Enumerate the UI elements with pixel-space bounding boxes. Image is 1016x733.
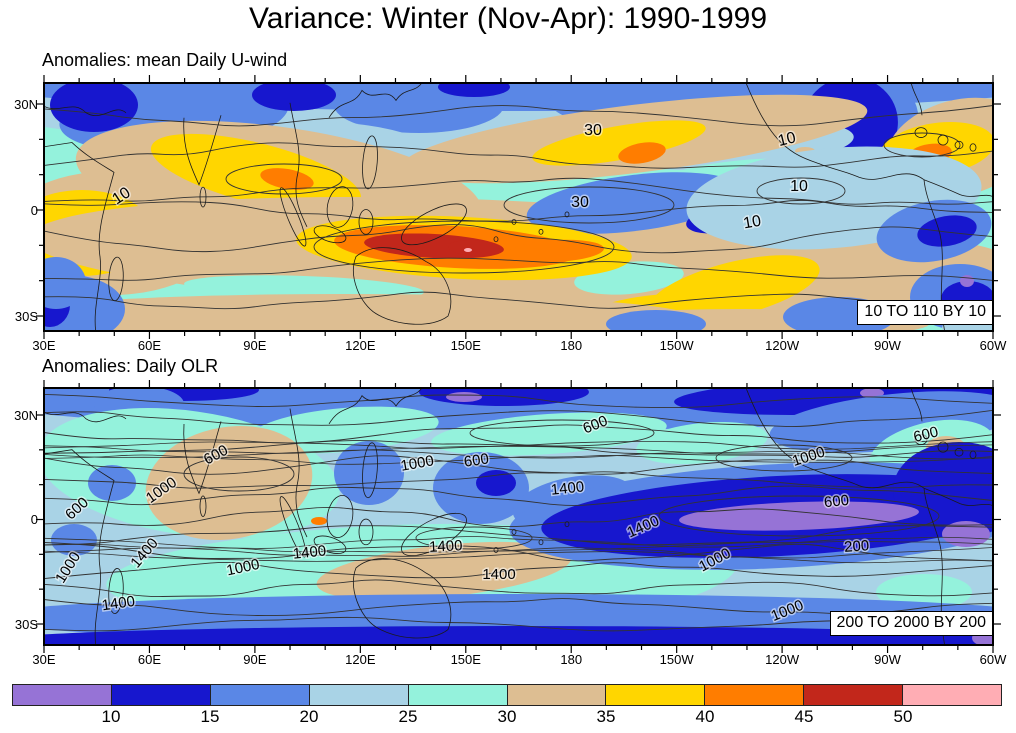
contour-label: 10 (776, 129, 797, 150)
fill-region (44, 257, 86, 309)
contour-label: 600 (463, 450, 490, 470)
fill-region (252, 83, 336, 111)
fill-region (618, 142, 666, 164)
fill-region (311, 517, 327, 525)
fill-region (44, 626, 993, 645)
fill-region (51, 524, 97, 556)
colorbar-segment (209, 685, 309, 705)
figure-title: Variance: Winter (Nov-Apr): 1990-1999 (249, 2, 767, 35)
colorbar (12, 684, 1002, 706)
colorbar-tick-label: 15 (200, 707, 220, 726)
fill-region (419, 388, 589, 406)
colorbar-segment (407, 685, 507, 705)
colorbar-segment (704, 685, 804, 705)
map-fill-layer (39, 383, 994, 648)
x-tick-label: 30E (32, 338, 56, 353)
x-tick-label: 120E (345, 338, 376, 353)
colorbar-tick-label: 35 (596, 707, 616, 726)
panel1-subtitle: Anomalies: mean Daily U-wind (42, 50, 288, 70)
y-tick-label: 30S (14, 309, 38, 324)
colorbar-tick-label: 45 (794, 707, 814, 726)
fill-region (464, 248, 472, 252)
panel2-subtitle: Anomalies: Daily OLR (42, 356, 219, 376)
y-tick-label: 0 (30, 512, 38, 527)
contour-label: 600 (823, 492, 850, 512)
contour-label: 10 (790, 178, 808, 195)
x-tick-label: 120E (345, 652, 376, 667)
colorbar-segment (803, 685, 903, 705)
y-tick-label: 0 (30, 203, 38, 218)
colorbar-segment (110, 685, 210, 705)
contour-label: 1400 (550, 478, 585, 498)
fill-region (44, 294, 689, 331)
contour-label: 1400 (292, 542, 327, 562)
x-tick-label: 180 (560, 652, 583, 667)
colorbar-tick-label: 20 (299, 707, 319, 726)
contour-label: 30 (571, 194, 589, 211)
colorbar-segment (506, 685, 606, 705)
fill-region (334, 441, 404, 505)
colorbar-tick-label: 40 (695, 707, 715, 726)
colorbar-segment (902, 685, 1002, 705)
fill-region (526, 172, 742, 234)
x-tick-label: 120W (765, 338, 800, 353)
colorbar-tick-label: 10 (101, 707, 121, 726)
x-tick-label: 90W (874, 652, 901, 667)
x-tick-label: 150E (450, 652, 481, 667)
x-tick-label: 60E (137, 652, 161, 667)
x-tick-label: 150W (659, 652, 694, 667)
x-tick-label: 150W (659, 338, 694, 353)
fill-region (860, 388, 884, 398)
fill-region (88, 465, 136, 501)
fill-region (917, 215, 977, 247)
axis-ticks (36, 380, 1001, 653)
fill-region (532, 120, 706, 166)
panel2-contour-range-box: 200 TO 2000 BY 200 (829, 611, 993, 636)
fill-region (942, 521, 990, 547)
axis-ticks (36, 75, 1001, 339)
x-tick-label: 120W (765, 652, 800, 667)
y-tick-label: 30S (14, 617, 38, 632)
contour-label: 200 (844, 537, 870, 556)
fill-region (446, 392, 482, 402)
fill-region (508, 239, 604, 263)
x-tick-label: 180 (560, 338, 583, 353)
fill-region (893, 442, 993, 538)
map-fill-layer (44, 83, 993, 331)
x-tick-label: 60W (979, 338, 1007, 353)
fill-region (448, 239, 500, 257)
fill-region (606, 310, 706, 331)
fill-region (260, 168, 314, 190)
y-tick-label: 30N (14, 408, 38, 423)
fill-region (316, 541, 572, 601)
x-tick-label: 90E (243, 338, 267, 353)
x-tick-label: 90E (243, 652, 267, 667)
x-tick-label: 60E (137, 338, 161, 353)
contour-label: 10 (742, 213, 763, 233)
colorbar-segment (13, 685, 111, 705)
colorbar-tick-label: 30 (497, 707, 517, 726)
fill-region (438, 83, 510, 97)
colorbar-segment (308, 685, 408, 705)
x-tick-label: 90W (874, 338, 901, 353)
x-tick-label: 60W (979, 652, 1007, 667)
colorbar-segment (605, 685, 705, 705)
fill-region (679, 501, 919, 531)
colorbar-tick-label: 50 (893, 707, 913, 726)
x-tick-label: 30E (32, 652, 56, 667)
contour-label: 1400 (482, 566, 515, 583)
fill-region (50, 83, 138, 132)
y-tick-label: 30N (14, 97, 38, 112)
coastlines (39, 383, 994, 648)
colorbar-tick-label: 25 (398, 707, 418, 726)
fill-region (960, 275, 974, 287)
x-tick-label: 150E (450, 338, 481, 353)
panel1-contour-range-box: 10 TO 110 BY 10 (857, 300, 993, 325)
contour-label: 1400 (429, 537, 463, 556)
contour-label: 30 (584, 122, 602, 139)
